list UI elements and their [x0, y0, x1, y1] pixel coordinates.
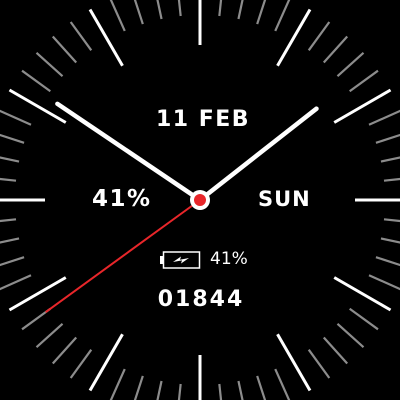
- minute-tick: [322, 336, 349, 365]
- minute-tick: [256, 375, 267, 400]
- minute-tick: [133, 375, 144, 400]
- hour-tick: [333, 88, 392, 124]
- minute-tick: [336, 51, 365, 78]
- hour-tick: [8, 276, 67, 312]
- minute-tick: [274, 368, 291, 400]
- minute-tick: [375, 133, 400, 144]
- minute-tick: [218, 0, 223, 17]
- battery-charging-icon: [159, 251, 201, 269]
- minute-tick: [69, 21, 93, 51]
- minute-tick: [0, 237, 20, 244]
- minute-tick: [0, 156, 20, 163]
- minute-tick: [307, 21, 331, 51]
- hour-tick: [276, 333, 312, 392]
- minute-tick: [256, 0, 267, 25]
- second-hand: [45, 199, 201, 313]
- minute-tick: [109, 368, 126, 400]
- minute-tick: [177, 383, 182, 400]
- minute-tick: [322, 35, 349, 64]
- minute-tick: [349, 307, 379, 331]
- minute-tick: [218, 383, 223, 400]
- minute-tick: [380, 156, 400, 163]
- watch-hands: [45, 101, 319, 313]
- battery-small-label: 41%: [210, 249, 248, 269]
- weekday-label: SUN: [258, 187, 311, 211]
- hour-hand: [55, 101, 203, 203]
- minute-tick: [237, 0, 244, 20]
- minute-tick: [0, 218, 17, 223]
- minute-tick: [35, 51, 64, 78]
- minute-tick: [156, 0, 163, 20]
- date-label: 11 FEB: [155, 107, 251, 132]
- center-pin-dot: [194, 194, 206, 206]
- hour-tick: [8, 88, 67, 124]
- battery-percent-label: 41%: [92, 186, 152, 212]
- minute-tick: [0, 274, 32, 291]
- minute-tick: [0, 133, 25, 144]
- minute-tick: [0, 256, 25, 267]
- minute-tick: [51, 336, 78, 365]
- minute-tick: [69, 349, 93, 379]
- minute-tick: [383, 218, 400, 223]
- minute-tick: [380, 237, 400, 244]
- minute-tick: [21, 69, 51, 93]
- minute-hand: [197, 106, 319, 203]
- minute-tick: [156, 380, 163, 400]
- minute-tick: [133, 0, 144, 25]
- minute-tick: [336, 322, 365, 349]
- minute-tick: [349, 69, 379, 93]
- minute-tick: [383, 177, 400, 182]
- hour-tick: [333, 276, 392, 312]
- steps-count: 01844: [157, 287, 245, 312]
- minute-tick: [0, 177, 17, 182]
- minute-tick: [35, 322, 64, 349]
- hour-tick: [276, 8, 312, 67]
- hour-tick: [88, 333, 124, 392]
- minute-tick: [368, 274, 400, 291]
- minute-tick: [109, 0, 126, 32]
- minute-tick: [51, 35, 78, 64]
- hour-tick: [88, 8, 124, 67]
- minute-tick: [375, 256, 400, 267]
- minute-tick: [368, 109, 400, 126]
- minute-tick: [307, 349, 331, 379]
- minute-tick: [274, 0, 291, 32]
- minute-tick: [177, 0, 182, 17]
- minute-tick: [0, 109, 32, 126]
- minute-tick: [237, 380, 244, 400]
